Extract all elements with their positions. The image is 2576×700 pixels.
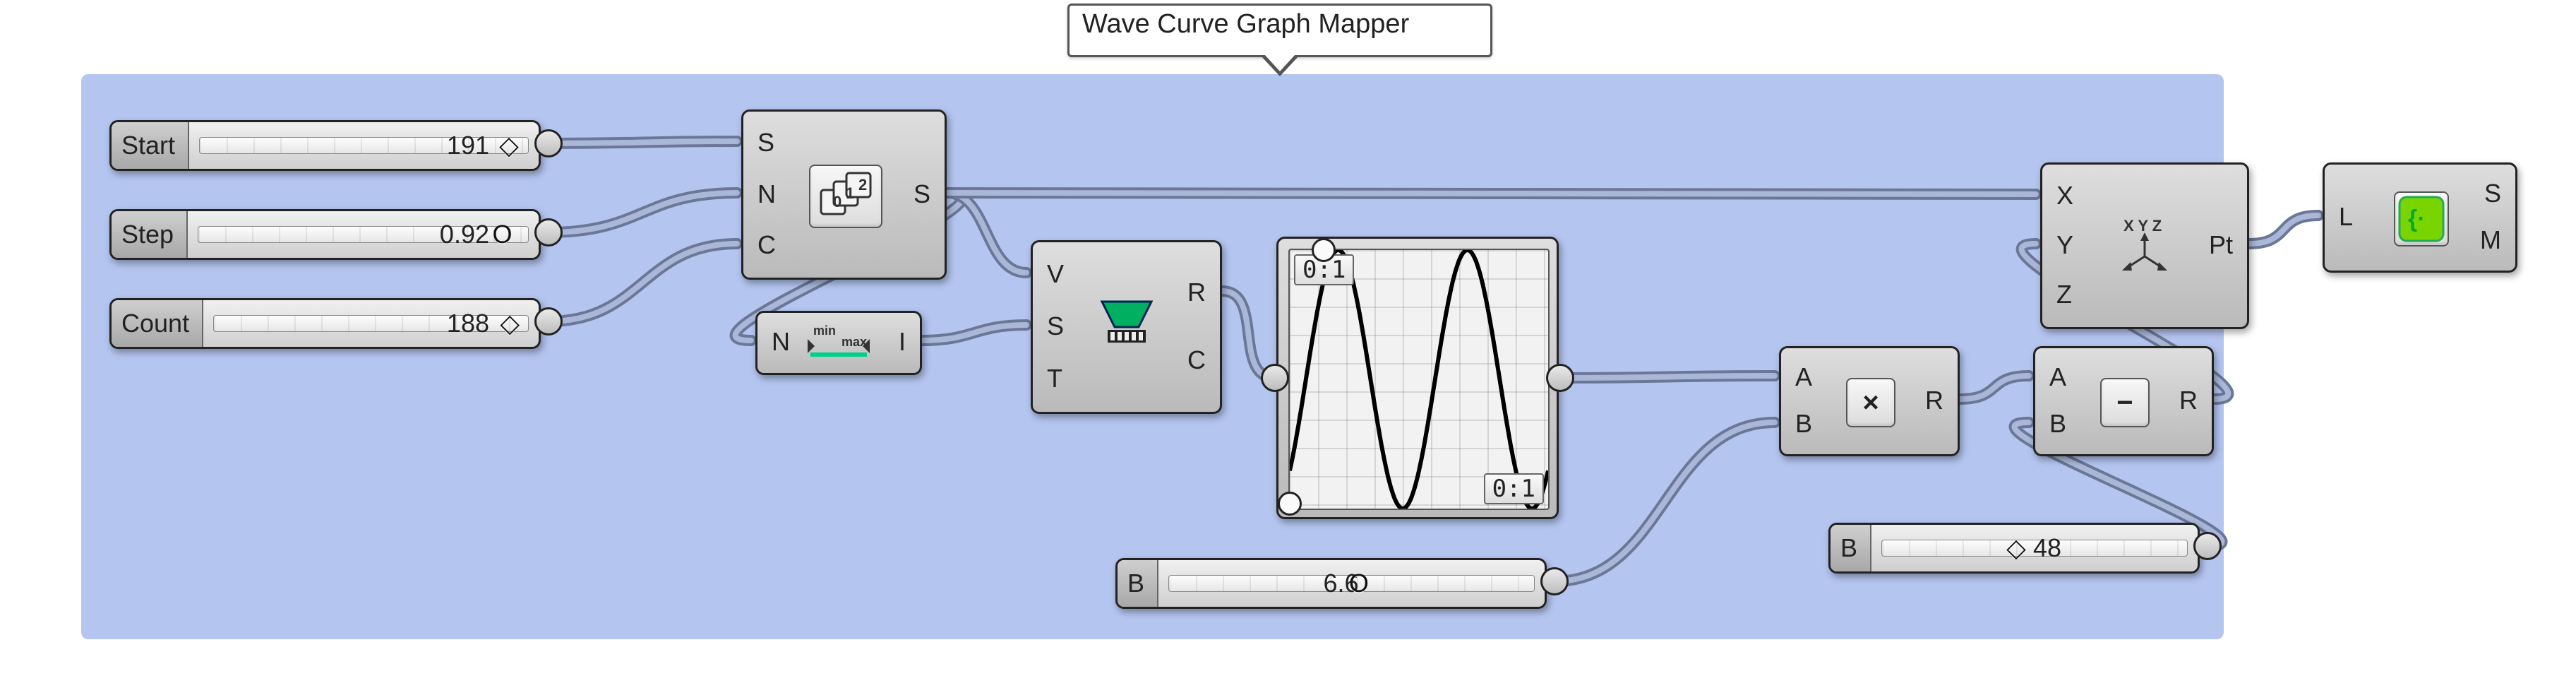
component-multiply[interactable]: A B R ×: [1779, 346, 1960, 456]
svg-text:max: max: [841, 335, 867, 349]
slider-track-cell[interactable]: ◇ 48: [1871, 525, 2198, 571]
port-label-c-in: C: [757, 230, 776, 260]
port-label-s-in: S: [1047, 312, 1064, 341]
series-icon: 0 1 2: [809, 165, 882, 228]
slider-value: 0.92: [440, 220, 489, 249]
svg-text:{·: {·: [2408, 206, 2426, 232]
slider-count[interactable]: Count 188 ◇: [109, 298, 541, 349]
graph-output-grip[interactable]: [1546, 364, 1574, 392]
port-label-m-out: M: [2480, 225, 2501, 255]
port-label-r-out: R: [2179, 386, 2198, 415]
port-label-v-in: V: [1047, 259, 1064, 289]
graph-input-grip[interactable]: [1261, 364, 1289, 392]
dispatch-icon: {·: [2394, 191, 2449, 247]
subtract-glyph: −: [2116, 387, 2133, 419]
component-construct-point[interactable]: X Y Z Pt X Y Z: [2040, 162, 2249, 329]
slider-label: Step: [112, 211, 188, 258]
slider-label: Count: [112, 300, 203, 347]
svg-text:0: 0: [833, 193, 841, 210]
slider-output-grip[interactable]: [2193, 532, 2222, 560]
port-label-r-out: R: [1925, 386, 1943, 415]
slider-track-cell[interactable]: 191 ◇: [189, 122, 539, 169]
slider-handle[interactable]: ◇: [2006, 535, 2026, 561]
slider-value: 48: [2033, 533, 2061, 563]
bounds-icon: min max: [800, 321, 877, 366]
port-label-r-out: R: [1187, 278, 1206, 307]
xyz-icon: X Y Z: [2106, 210, 2183, 281]
port-label-n-in: N: [757, 179, 776, 209]
svg-text:min: min: [813, 324, 836, 338]
port-label-s-out: S: [2484, 179, 2501, 208]
component-remap[interactable]: V S T R C: [1031, 240, 1222, 414]
component-graph-mapper[interactable]: 0:1 0:1: [1276, 237, 1559, 519]
port-label-pt-out: Pt: [2209, 230, 2233, 260]
subtract-icon: −: [2100, 378, 2150, 427]
slider-label: Start: [112, 122, 189, 169]
slider-label: B: [1118, 560, 1158, 607]
port-label-t-in: T: [1047, 364, 1062, 393]
port-label-z-in: Z: [2056, 280, 2072, 309]
slider-output-grip[interactable]: [1540, 567, 1569, 595]
port-label-i-out: I: [899, 327, 906, 357]
svg-text:X Y Z: X Y Z: [2123, 217, 2162, 235]
graph-domain-x[interactable]: 0:1: [1484, 473, 1544, 504]
component-subtract[interactable]: A B R −: [2033, 346, 2214, 456]
remap-icon: [1091, 295, 1162, 359]
slider-output-grip[interactable]: [534, 129, 563, 158]
slider-handle[interactable]: O: [1349, 571, 1369, 596]
component-bounds[interactable]: N I min max: [755, 311, 922, 375]
graph-plot-area[interactable]: 0:1 0:1: [1288, 249, 1550, 510]
port-label-a-in: A: [1795, 362, 1812, 392]
graph-handle[interactable]: [1278, 492, 1302, 516]
port-label-s-out: S: [913, 179, 930, 209]
group-title-text: Wave Curve Graph Mapper: [1082, 9, 1409, 39]
port-label-x-in: X: [2056, 181, 2073, 210]
graph-handle[interactable]: [1312, 238, 1336, 262]
port-label-s-in: S: [757, 128, 774, 158]
slider-track-cell[interactable]: 6.6 O: [1158, 560, 1545, 607]
port-label-a-in: A: [2049, 362, 2066, 392]
port-label-y-in: Y: [2056, 230, 2073, 260]
slider-handle[interactable]: ◇: [499, 133, 519, 158]
slider-handle[interactable]: O: [493, 222, 513, 247]
slider-step[interactable]: Step 0.92 O: [109, 209, 541, 260]
slider-b-subtract[interactable]: B ◇ 48: [1828, 523, 2200, 574]
slider-track-cell[interactable]: 188 ◇: [203, 300, 539, 347]
slider-b-multiply[interactable]: B 6.6 O: [1115, 558, 1547, 609]
group-title[interactable]: Wave Curve Graph Mapper: [1067, 4, 1492, 57]
svg-text:1: 1: [846, 184, 854, 202]
slider-track-cell[interactable]: 0.92 O: [188, 211, 539, 258]
component-series[interactable]: S N C S 0 1 2: [741, 109, 947, 280]
port-label-b-in: B: [2049, 409, 2066, 439]
slider-handle[interactable]: ◇: [500, 311, 520, 336]
graph-curve: [1290, 250, 1548, 509]
component-dispatch[interactable]: L S M {·: [2323, 162, 2517, 273]
slider-label: B: [1831, 525, 1871, 571]
slider-start[interactable]: Start 191 ◇: [109, 120, 541, 171]
multiply-glyph: ×: [1862, 387, 1879, 419]
port-label-l-in: L: [2339, 202, 2353, 232]
port-label-b-in: B: [1795, 409, 1812, 439]
port-label-c-out: C: [1187, 345, 1206, 375]
canvas[interactable]: Wave Curve Graph Mapper Start 191 ◇ Step…: [0, 0, 2576, 700]
multiply-icon: ×: [1846, 378, 1895, 427]
svg-text:2: 2: [858, 176, 867, 194]
port-label-n-in: N: [772, 327, 790, 357]
group-title-tail: [1264, 54, 1295, 71]
slider-output-grip[interactable]: [534, 218, 563, 247]
slider-value: 191: [447, 131, 489, 160]
slider-value: 188: [447, 309, 489, 338]
slider-output-grip[interactable]: [534, 307, 563, 336]
